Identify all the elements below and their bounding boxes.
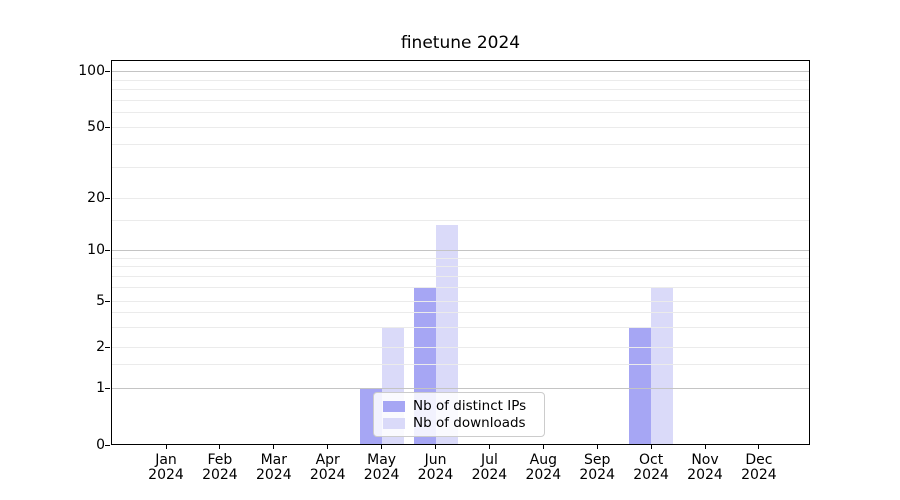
major-gridline-5 — [111, 300, 810, 302]
y-tick-mark-50 — [105, 126, 110, 128]
legend-label-downloads: Nb of downloads — [413, 415, 526, 431]
bar-distinct-ips-oct — [629, 326, 652, 445]
y-tick-label-2: 2 — [96, 339, 105, 356]
x-tick-mark-aug — [542, 445, 544, 449]
y-tick-label-0: 0 — [96, 437, 105, 453]
x-tick-mark-jan — [165, 445, 167, 449]
x-tick-label-sep: Sep 2024 — [579, 452, 615, 483]
x-tick-mark-dec — [758, 445, 760, 449]
x-tick-label-may: May 2024 — [363, 452, 400, 483]
x-tick-mark-apr — [327, 445, 329, 449]
y-tick-mark-100 — [105, 71, 110, 72]
y-tick-mark-20 — [105, 198, 110, 200]
x-tick-label-jan: Jan 2024 — [148, 452, 184, 483]
y-tick-label-20: 20 — [87, 190, 105, 207]
minor-gridline-1.5 — [111, 364, 810, 366]
minor-gridline-60 — [111, 112, 810, 113]
x-tick-label-dec: Dec 2024 — [741, 452, 777, 483]
x-tick-mark-mar — [273, 445, 275, 449]
x-tick-mark-may — [381, 445, 383, 449]
major-gridline-100 — [111, 71, 810, 72]
minor-gridline-80 — [111, 88, 810, 90]
major-gridline-20 — [111, 198, 810, 200]
legend: Nb of distinct IPs Nb of downloads — [373, 392, 545, 437]
minor-gridline-15 — [111, 219, 810, 221]
x-tick-label-nov: Nov 2024 — [687, 452, 723, 483]
x-tick-label-feb: Feb 2024 — [202, 452, 238, 483]
legend-swatch-downloads — [383, 418, 405, 429]
x-tick-mark-feb — [219, 445, 221, 449]
minor-gridline-7 — [111, 276, 810, 277]
minor-gridline-70 — [111, 99, 810, 101]
x-tick-label-apr: Apr 2024 — [309, 452, 346, 483]
major-gridline-10 — [111, 250, 810, 251]
minor-gridline-3 — [111, 326, 810, 328]
minor-gridline-8 — [111, 266, 810, 268]
x-tick-mark-jun — [435, 445, 436, 449]
bar-downloads-jun — [435, 224, 458, 445]
major-gridline-50 — [111, 126, 810, 128]
major-gridline-1 — [111, 388, 810, 390]
y-tick-label-1: 1 — [96, 380, 105, 397]
minor-gridline-90 — [111, 79, 810, 81]
plot-frame — [111, 60, 810, 445]
y-tick-label-5: 5 — [96, 292, 105, 309]
major-gridline-2 — [111, 347, 810, 349]
x-tick-mark-sep — [596, 445, 598, 449]
plot-area: 0 1 2 5 10 20 50 100 Jan 2024 Feb 2024 Mar 2024 Ap… — [78, 60, 810, 483]
minor-gridline-30 — [111, 166, 810, 168]
y-tick-label-100: 100 — [78, 63, 105, 79]
minor-gridline-9 — [111, 257, 810, 259]
x-tick-mark-oct — [650, 445, 652, 449]
y-tick-mark-5 — [105, 300, 110, 302]
legend-entry-downloads: Nb of downloads — [383, 416, 536, 431]
x-tick-label-oct: Oct 2024 — [633, 452, 669, 483]
minor-gridline-4 — [111, 312, 810, 313]
x-tick-label-jul: Jul 2024 — [471, 452, 508, 483]
x-tick-label-mar: Mar 2024 — [255, 452, 292, 483]
legend-swatch-distinct-ips — [383, 401, 405, 412]
x-tick-label-aug: Aug 2024 — [525, 452, 562, 483]
legend-entry-distinct-ips: Nb of distinct IPs — [383, 399, 536, 414]
x-tick-label-jun: Jun 2024 — [417, 452, 454, 483]
bar-downloads-oct — [651, 287, 674, 445]
y-tick-mark-2 — [105, 347, 110, 349]
y-tick-mark-1 — [105, 388, 110, 390]
y-tick-mark-10 — [105, 250, 110, 251]
chart-title: finetune 2024 — [400, 33, 521, 53]
y-tick-label-10: 10 — [87, 242, 105, 258]
x-tick-mark-nov — [704, 445, 706, 449]
x-tick-mark-jul — [488, 445, 490, 449]
minor-gridline-40 — [111, 144, 810, 146]
minor-gridline-6 — [111, 287, 810, 289]
y-tick-label-50: 50 — [87, 118, 105, 135]
y-tick-mark-0 — [105, 445, 110, 446]
legend-label-distinct-ips: Nb of distinct IPs — [413, 398, 527, 414]
